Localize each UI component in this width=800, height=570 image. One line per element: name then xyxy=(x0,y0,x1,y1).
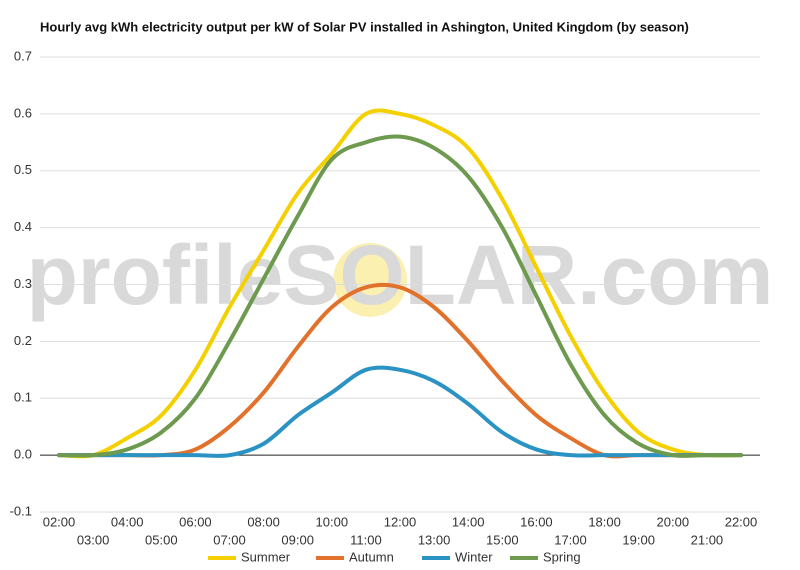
legend-label: Spring xyxy=(543,549,581,564)
x-tick-label: 02:00 xyxy=(43,514,76,529)
y-tick-label: 0.2 xyxy=(14,333,32,348)
y-tick-label: 0.5 xyxy=(14,162,32,177)
x-tick-label: 06:00 xyxy=(179,514,212,529)
x-tick-label: 08:00 xyxy=(247,514,280,529)
x-tick-label: 16:00 xyxy=(520,514,553,529)
x-tick-label: 11:00 xyxy=(350,532,382,547)
y-tick-label: 0.6 xyxy=(14,105,32,120)
x-tick-label: 05:00 xyxy=(145,532,178,547)
x-tick-label: 13:00 xyxy=(418,532,451,547)
legend-label: Summer xyxy=(241,549,291,564)
x-tick-label: 07:00 xyxy=(213,532,246,547)
watermark-sun xyxy=(333,243,407,317)
series-line xyxy=(57,108,743,459)
x-tick-label: 15:00 xyxy=(486,532,519,547)
plot xyxy=(57,108,743,459)
legend-label: Autumn xyxy=(349,549,394,564)
watermark: profileSOLAR.com xyxy=(27,228,774,322)
x-tick-label: 19:00 xyxy=(622,532,655,547)
x-tick-label: 22:00 xyxy=(725,514,758,529)
y-tick-label: 0.4 xyxy=(14,219,32,234)
y-tick-label: 0.3 xyxy=(14,276,32,291)
y-tick-label: 0.7 xyxy=(14,48,32,63)
x-tick-label: 20:00 xyxy=(657,514,690,529)
chart-title: Hourly avg kWh electricity output per kW… xyxy=(40,19,689,34)
grid xyxy=(40,56,760,513)
x-tick-label: 17:00 xyxy=(554,532,587,547)
x-tick-label: 14:00 xyxy=(452,514,485,529)
x-tick-label: 18:00 xyxy=(588,514,621,529)
legend-label: Winter xyxy=(455,549,493,564)
y-tick-label: 0.1 xyxy=(14,390,32,405)
x-tick-label: 10:00 xyxy=(316,514,349,529)
x-tick-label: 04:00 xyxy=(111,514,144,529)
y-tick-label: -0.1 xyxy=(10,503,32,518)
x-tick-label: 12:00 xyxy=(384,514,417,529)
series-line xyxy=(57,365,743,458)
y-tick-label: 0.0 xyxy=(14,447,32,462)
series-line xyxy=(57,134,743,458)
x-tick-label: 03:00 xyxy=(77,532,110,547)
x-tick-label: 21:00 xyxy=(691,532,724,547)
x-tick-label: 09:00 xyxy=(281,532,314,547)
